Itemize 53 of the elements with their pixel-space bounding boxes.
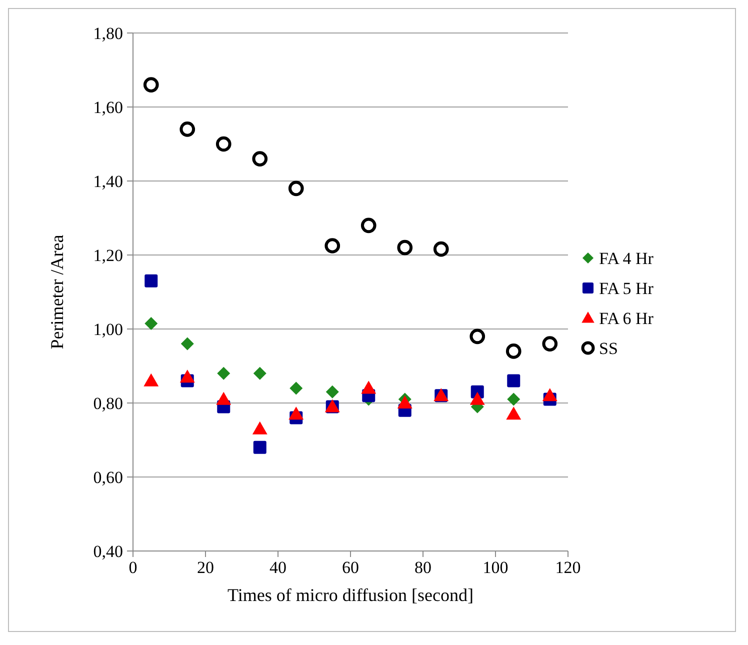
point xyxy=(216,136,232,152)
y-tick-label: 0,40 xyxy=(93,542,123,561)
point xyxy=(252,151,268,166)
point xyxy=(253,366,266,380)
y-tick-label: 1,20 xyxy=(93,246,123,265)
point xyxy=(360,218,376,234)
y-tick-label: 1,80 xyxy=(93,24,123,43)
point xyxy=(470,328,486,344)
point xyxy=(217,366,230,380)
point xyxy=(288,406,304,420)
point xyxy=(542,336,558,352)
x-tick-label: 0 xyxy=(128,558,138,577)
point xyxy=(288,180,304,196)
x-tick-label: 40 xyxy=(270,558,286,577)
legend-label: FA 5 Hr xyxy=(599,278,654,298)
point xyxy=(143,77,159,92)
legend-label: FA 4 Hr xyxy=(599,248,654,268)
point xyxy=(506,406,522,420)
point xyxy=(507,374,520,388)
legend-label: SS xyxy=(599,338,618,358)
y-axis-title: Perimeter /Area xyxy=(47,234,67,350)
y-tick-label: 0,80 xyxy=(93,394,123,413)
point xyxy=(252,421,268,434)
point xyxy=(361,380,376,394)
point xyxy=(397,240,413,256)
legend-label: FA 6 Hr xyxy=(599,308,654,328)
point xyxy=(542,388,558,402)
y-tick-label: 1,40 xyxy=(93,172,123,191)
x-tick-label: 60 xyxy=(342,558,359,577)
x-tick-label: 100 xyxy=(482,558,508,577)
y-tick-label: 1,60 xyxy=(93,98,123,117)
x-tick-label: 80 xyxy=(414,558,432,577)
point xyxy=(290,382,303,395)
point xyxy=(470,392,485,405)
x-tick-label: 20 xyxy=(197,558,214,577)
x-axis-title: Times of micro diffusion [second] xyxy=(228,585,474,605)
point xyxy=(180,337,194,350)
point xyxy=(144,316,158,330)
point xyxy=(506,344,522,359)
y-tick-label: 0,60 xyxy=(93,468,123,487)
point xyxy=(180,370,195,383)
point xyxy=(144,274,158,288)
point xyxy=(324,238,340,254)
y-tick-label: 1,00 xyxy=(93,320,123,339)
point xyxy=(180,122,196,137)
point xyxy=(326,385,339,398)
point xyxy=(216,392,232,405)
point xyxy=(397,396,412,409)
point xyxy=(144,373,159,386)
point xyxy=(507,392,520,406)
point xyxy=(253,440,266,454)
x-tick-label: 120 xyxy=(555,558,581,577)
point xyxy=(433,241,449,257)
